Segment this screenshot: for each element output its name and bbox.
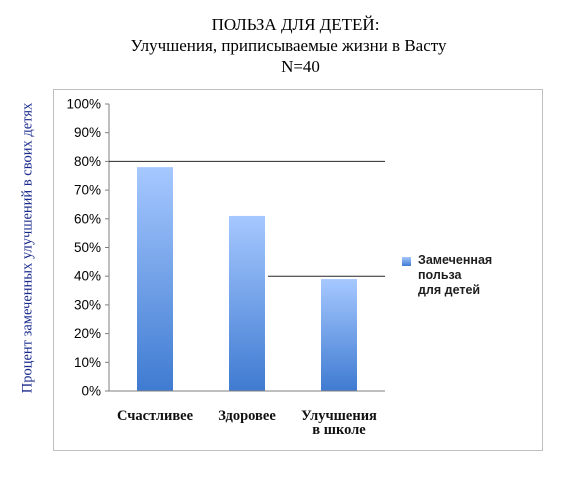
y-tick-label: 40% bbox=[74, 269, 101, 284]
y-tick-label: 50% bbox=[74, 240, 101, 255]
title-line-1: ПОЛЬЗА ДЛЯ ДЕТЕЙ: bbox=[211, 15, 380, 34]
title-line-2: Улучшения, приписываемые жизни в Васту bbox=[130, 36, 447, 55]
y-tick-label: 100% bbox=[66, 97, 101, 112]
y-tick-label: 90% bbox=[74, 125, 101, 140]
legend-label: Замеченная польза для детей bbox=[418, 253, 493, 297]
y-tick-label: 70% bbox=[74, 183, 101, 198]
chart-title: ПОЛЬЗА ДЛЯ ДЕТЕЙ: Улучшения, приписываем… bbox=[0, 14, 577, 77]
x-tick-label: Улучшения в школе bbox=[301, 408, 377, 438]
title-line-3: N=40 bbox=[281, 57, 320, 76]
bar bbox=[229, 215, 265, 391]
bar bbox=[137, 167, 173, 391]
bar bbox=[321, 279, 357, 391]
y-tick-label: 60% bbox=[74, 211, 101, 226]
y-tick-label: 80% bbox=[74, 154, 101, 169]
y-tick-label: 0% bbox=[81, 384, 101, 399]
y-tick-label: 10% bbox=[74, 355, 101, 370]
x-tick-label: Счастливее bbox=[117, 408, 194, 424]
legend-swatch bbox=[402, 257, 411, 266]
chart-frame bbox=[53, 89, 543, 451]
y-tick-label: 20% bbox=[74, 326, 101, 341]
x-tick-label: Здоровее bbox=[218, 408, 276, 424]
y-tick-label: 30% bbox=[74, 297, 101, 312]
